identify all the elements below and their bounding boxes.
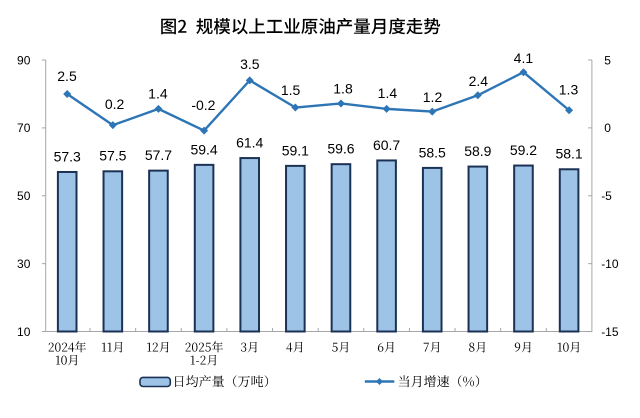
svg-text:90: 90	[17, 53, 31, 67]
svg-text:30: 30	[17, 257, 31, 271]
svg-text:0: 0	[604, 121, 611, 135]
svg-text:60.7: 60.7	[373, 137, 400, 153]
svg-text:57.3: 57.3	[54, 148, 81, 164]
svg-text:58.9: 58.9	[464, 143, 491, 159]
svg-text:57.5: 57.5	[99, 148, 126, 164]
svg-text:57.7: 57.7	[145, 147, 172, 163]
svg-text:59.1: 59.1	[282, 142, 309, 158]
svg-text:70: 70	[17, 121, 31, 135]
svg-text:-0.2: -0.2	[191, 97, 215, 113]
svg-text:-5: -5	[601, 189, 612, 203]
svg-text:59.4: 59.4	[190, 141, 217, 157]
svg-text:0.2: 0.2	[105, 96, 125, 112]
svg-text:4.1: 4.1	[514, 50, 534, 66]
svg-text:-10: -10	[601, 257, 619, 271]
svg-text:3.5: 3.5	[240, 56, 260, 72]
svg-text:58.1: 58.1	[555, 146, 582, 162]
svg-text:1.4: 1.4	[378, 85, 398, 101]
svg-text:50: 50	[17, 189, 31, 203]
svg-text:1.5: 1.5	[281, 82, 301, 98]
svg-text:-15: -15	[601, 325, 619, 339]
svg-text:59.6: 59.6	[327, 141, 354, 157]
svg-text:59.2: 59.2	[510, 142, 537, 158]
svg-text:1.3: 1.3	[559, 82, 579, 98]
svg-text:1.4: 1.4	[148, 86, 168, 102]
svg-text:2.5: 2.5	[57, 68, 77, 84]
svg-text:2.4: 2.4	[469, 73, 489, 89]
svg-text:10: 10	[17, 325, 31, 339]
svg-text:5: 5	[604, 53, 611, 67]
svg-text:1.8: 1.8	[333, 80, 353, 96]
svg-text:61.4: 61.4	[236, 134, 263, 150]
svg-text:58.5: 58.5	[419, 144, 446, 160]
svg-text:1.2: 1.2	[423, 89, 443, 105]
